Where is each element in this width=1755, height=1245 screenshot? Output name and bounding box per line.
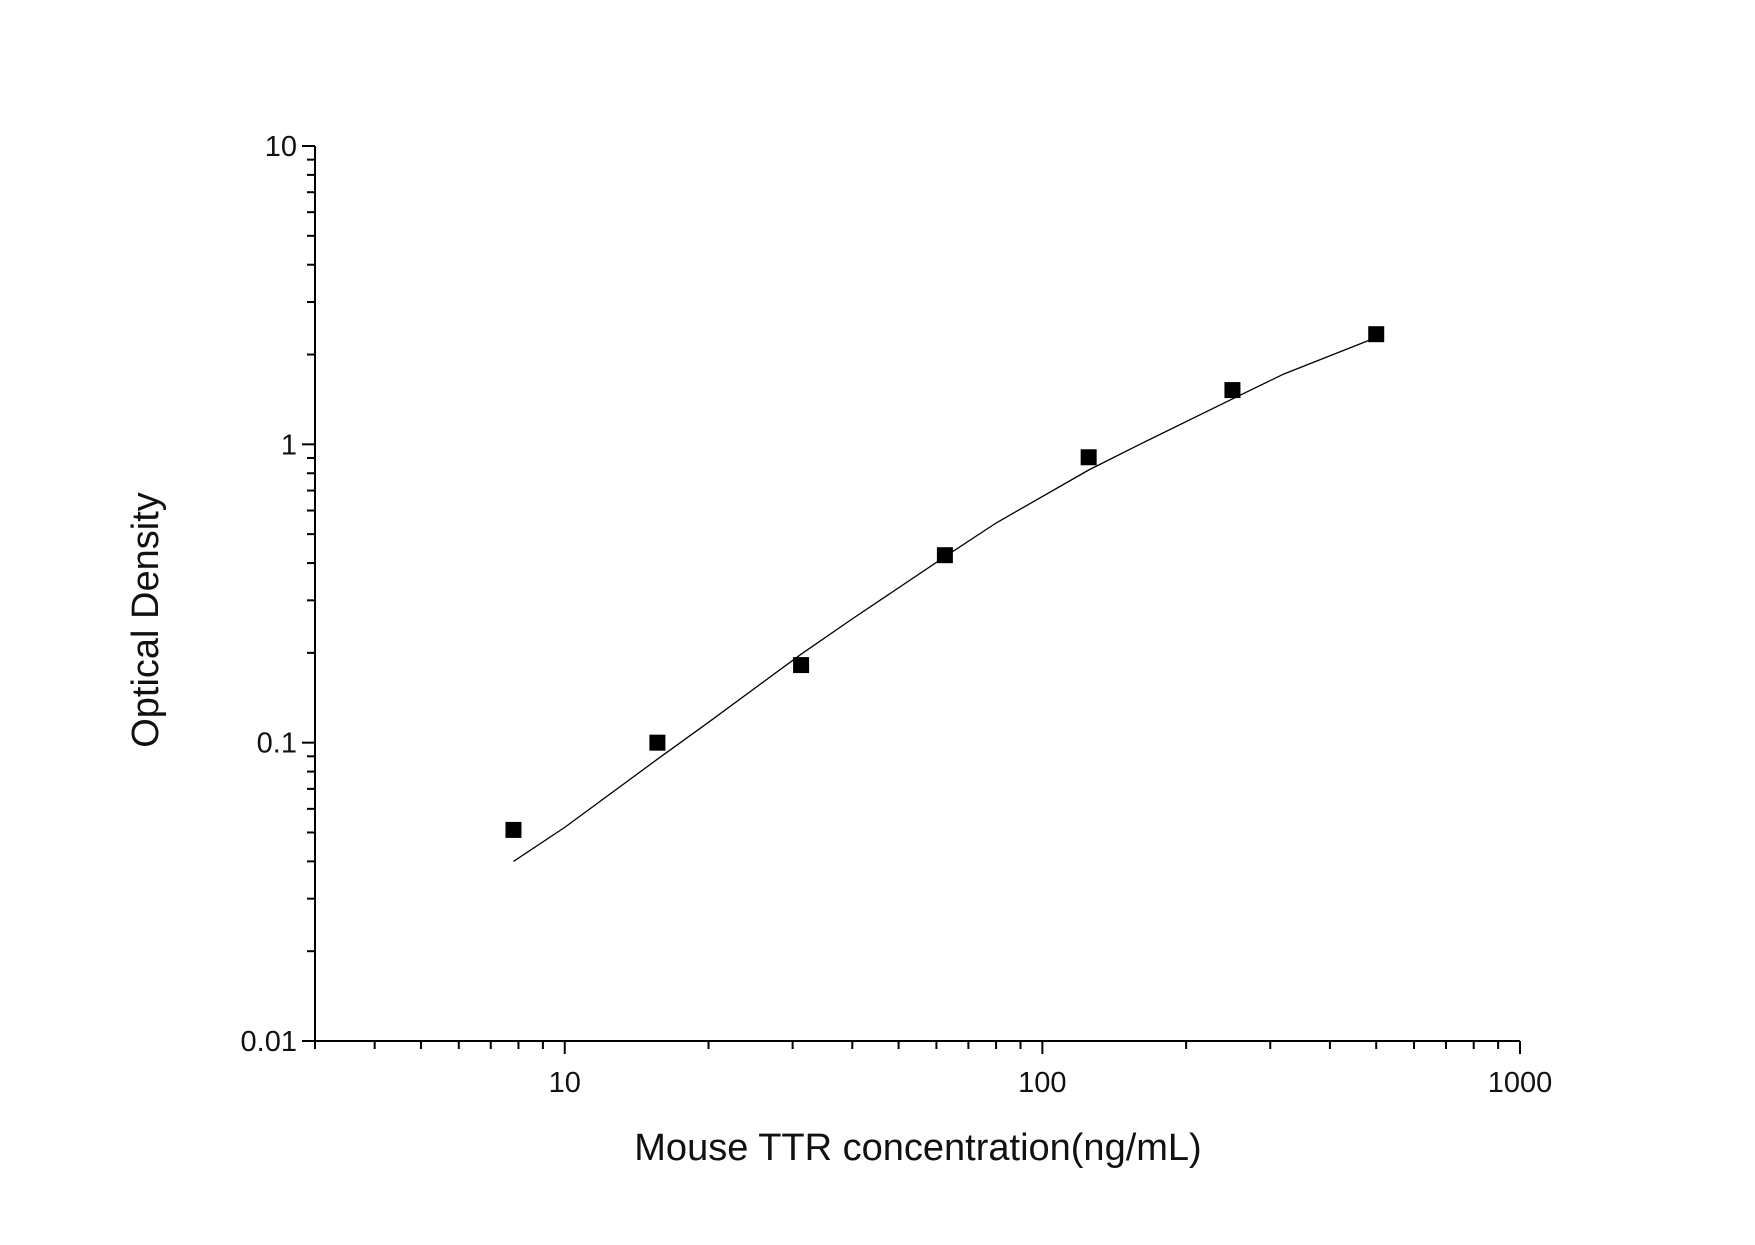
data-point bbox=[1224, 382, 1241, 399]
y-axis-title: Optical Density bbox=[125, 492, 167, 748]
x-axis-title: Mouse TTR concentration(ng/mL) bbox=[634, 1127, 1201, 1169]
x-tick-label: 1000 bbox=[1488, 1067, 1553, 1099]
y-tick-label: 0.01 bbox=[241, 1026, 297, 1058]
y-tick-label: 10 bbox=[265, 131, 297, 163]
data-point bbox=[1368, 326, 1385, 343]
fit-curve-layer bbox=[513, 336, 1377, 862]
data-point bbox=[1080, 449, 1097, 466]
x-tick-label: 100 bbox=[1018, 1067, 1066, 1099]
fit-curve bbox=[513, 336, 1377, 862]
y-tick-label: 0.1 bbox=[257, 728, 297, 760]
data-point bbox=[936, 547, 953, 564]
axes: 10 100 1000 0.01 0.1 1 10 bbox=[241, 131, 1553, 1099]
x-tick-label: 10 bbox=[549, 1067, 581, 1099]
y-tick-label: 1 bbox=[281, 429, 297, 461]
data-point bbox=[505, 821, 522, 838]
data-point bbox=[649, 734, 666, 751]
data-points-layer bbox=[505, 326, 1385, 838]
data-point bbox=[793, 657, 810, 674]
